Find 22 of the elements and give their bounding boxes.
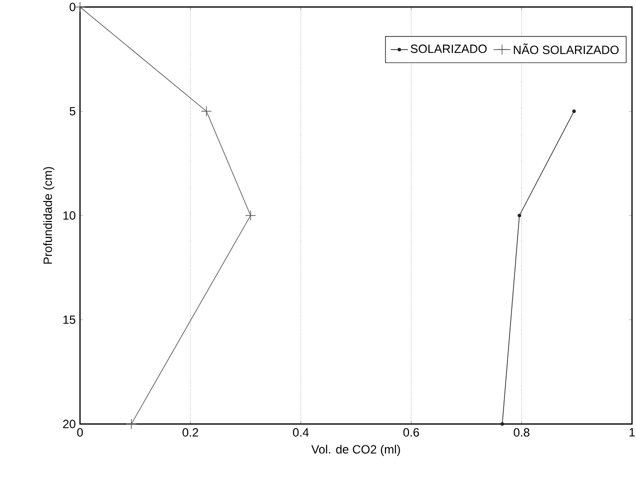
point	[74, 2, 86, 12]
x-axis-title: Vol. de CO2 (ml)	[311, 444, 400, 456]
y-axis-title: Profundidade (cm)	[43, 167, 54, 264]
y-tick-label: 10	[63, 211, 76, 220]
point	[500, 422, 504, 426]
point	[201, 106, 212, 117]
y-tick-label: 5	[70, 107, 76, 116]
x-tick-label: 0.6	[403, 428, 419, 437]
legend-label: NÃO SOLARIZADO	[514, 43, 619, 54]
legend-label: SOLARIZADO	[410, 44, 487, 54]
point	[245, 210, 256, 221]
x-tick-label: 0.4	[292, 428, 309, 437]
point	[518, 214, 522, 218]
x-tick-label: 0.2	[182, 428, 198, 437]
x-tick-label: 1	[630, 428, 635, 436]
y-tick-label: 15	[63, 316, 76, 324]
x-tick-label: 0.8	[514, 428, 530, 437]
y-tick-label: 20	[63, 420, 76, 428]
x-tick-label: 0	[77, 428, 83, 437]
point	[126, 418, 137, 430]
y-tick-label: 0	[70, 2, 76, 12]
point	[572, 109, 576, 113]
